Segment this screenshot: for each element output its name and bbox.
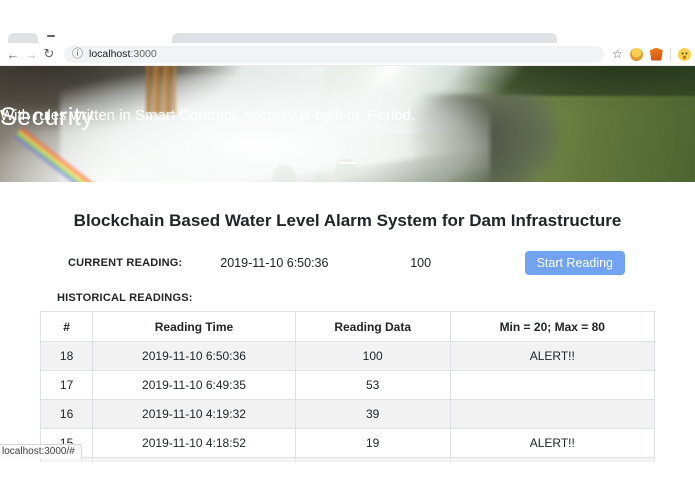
cell-status: ALERT!! — [449, 341, 656, 371]
table-header-row: # Reading Time Reading Data Min = 20; Ma… — [39, 311, 656, 342]
reload-button[interactable]: ↻ — [43, 46, 55, 61]
tab-bar-segment[interactable] — [172, 33, 557, 43]
cell-time: 2019-11-10 4:19:32 — [92, 399, 296, 429]
cell-data: 39 — [294, 399, 451, 429]
current-reading-row: CURRENT READING: 2019-11-10 6:50:36 100 … — [55, 250, 640, 275]
hero-title: Security — [0, 103, 95, 131]
current-reading-label: CURRENT READING: — [68, 256, 183, 269]
tab-bar-segment[interactable] — [8, 33, 38, 43]
table-row: 17 2019-11-10 6:49:35 53 — [39, 370, 656, 400]
page-title: Blockchain Based Water Level Alarm Syste… — [73, 211, 622, 230]
cell-data: 19 — [294, 428, 451, 458]
toolbar-divider — [669, 47, 671, 61]
carousel-indicator[interactable] — [339, 162, 356, 164]
bookmark-star-icon[interactable]: ☆ — [612, 47, 623, 61]
forward-button[interactable]: → — [24, 46, 38, 62]
table-row: 18 2019-11-10 6:50:36 100 ALERT!! — [39, 341, 656, 371]
hero-subtitle: With rules written in Smart Contract, se… — [0, 107, 416, 124]
address-bar[interactable]: ⓘ localhost:3000 — [64, 45, 604, 63]
table-row-clipped — [39, 457, 656, 462]
cell-time: 2019-11-10 6:49:35 — [92, 370, 296, 400]
start-reading-button[interactable]: Start Reading — [524, 250, 625, 275]
cell-time: 2019-11-10 6:50:36 — [92, 341, 296, 371]
table-row: 15 2019-11-10 4:18:52 19 ALERT!! — [39, 428, 656, 458]
page-viewport: Security With rules written in Smart Con… — [0, 66, 695, 462]
tab-strip — [0, 33, 695, 43]
url-text: localhost:3000 — [89, 48, 157, 60]
main-content: Blockchain Based Water Level Alarm Syste… — [0, 182, 695, 462]
extension-icon-1[interactable] — [629, 47, 643, 61]
cell-status — [449, 370, 656, 400]
carousel-indicator-active[interactable] — [339, 162, 356, 164]
active-tab-title-remnant[interactable] — [47, 35, 55, 37]
current-reading-time: 2019-11-10 6:50:36 — [220, 255, 329, 270]
cell-time: 2019-11-10 4:18:52 — [92, 428, 296, 458]
historical-readings-label: HISTORICAL READINGS: — [57, 292, 193, 304]
cell-num: 17 — [39, 370, 94, 400]
carousel-indicator[interactable] — [339, 162, 356, 164]
current-reading-value: 100 — [410, 255, 432, 270]
column-header-data: Reading Data — [294, 311, 451, 342]
site-info-icon[interactable]: ⓘ — [72, 47, 83, 60]
cell-num: 16 — [39, 399, 94, 429]
back-button[interactable]: ← — [6, 46, 20, 62]
cell-status — [449, 399, 656, 429]
cell-status: ALERT!! — [449, 428, 656, 458]
cell-num: 18 — [39, 341, 94, 371]
extension-icon-2[interactable] — [649, 47, 663, 61]
extension-icon-3[interactable] — [677, 47, 691, 61]
hero-orange-rocks-art — [146, 66, 176, 114]
column-header-num: # — [39, 311, 94, 342]
status-bubble: localhost:3000/# — [0, 444, 82, 459]
historical-readings-table: # Reading Time Reading Data Min = 20; Ma… — [39, 311, 656, 462]
browser-toolbar: ← → ↻ ⓘ localhost:3000 ☆ — [0, 43, 695, 66]
hero-carousel: Security With rules written in Smart Con… — [0, 66, 695, 182]
column-header-minmax: Min = 20; Max = 80 — [449, 311, 656, 342]
cell-data: 53 — [294, 370, 451, 400]
cell-data: 100 — [294, 341, 451, 371]
table-row: 16 2019-11-10 4:19:32 39 — [39, 399, 656, 429]
column-header-time: Reading Time — [92, 311, 296, 342]
